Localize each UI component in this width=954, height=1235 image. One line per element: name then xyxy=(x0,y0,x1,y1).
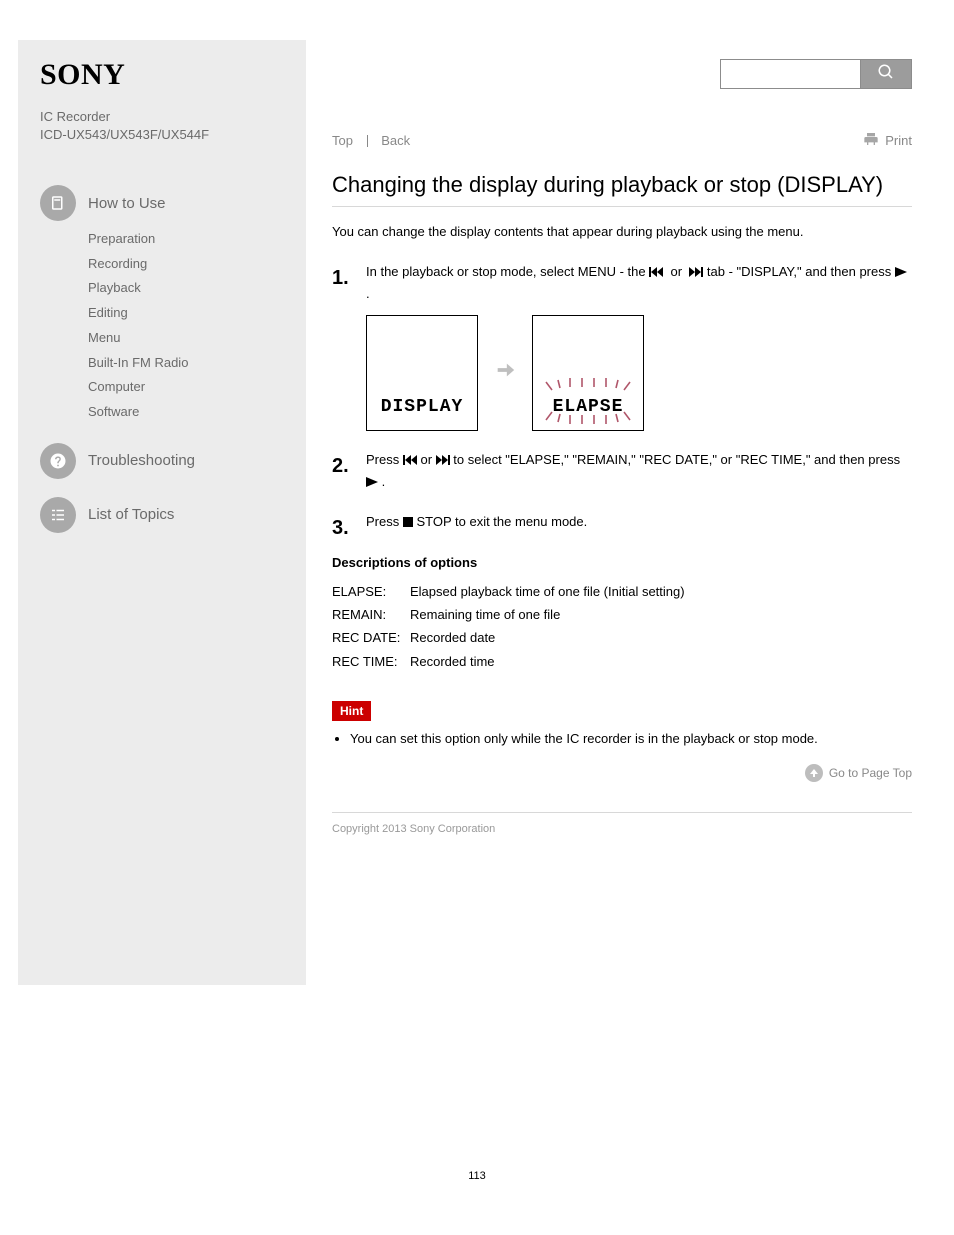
sidebar-item-recording[interactable]: Recording xyxy=(88,252,284,277)
stop-icon xyxy=(403,517,413,527)
list-icon xyxy=(40,497,76,533)
option-remain: REMAIN: Remaining time of one file xyxy=(332,603,912,626)
hint-label: Hint xyxy=(332,701,371,721)
display-box-1: DISPLAY xyxy=(366,315,478,431)
step-3-text-a: Press xyxy=(366,514,403,529)
step-1-text-c: . xyxy=(366,286,370,301)
link-back[interactable]: Back xyxy=(381,133,410,148)
question-icon xyxy=(40,443,76,479)
link-top[interactable]: Top xyxy=(332,133,353,148)
sidebar-troubleshooting-label: Troubleshooting xyxy=(88,452,195,469)
sidebar-section-howto: How to Use Preparation Recording Playbac… xyxy=(40,185,284,425)
descriptions-heading: Descriptions of options xyxy=(332,552,912,574)
option-recdate-desc: Recorded date xyxy=(410,626,495,649)
go-to-top[interactable]: Go to Page Top xyxy=(332,764,912,782)
copyright: Copyright 2013 Sony Corporation xyxy=(332,823,912,835)
search-button[interactable] xyxy=(860,59,912,89)
book-icon xyxy=(40,185,76,221)
step-2-text-a: Press xyxy=(366,452,403,467)
intro-text: You can change the display contents that… xyxy=(332,221,912,243)
prev-track-icon xyxy=(649,267,663,277)
step-2: Press or to select "ELAPSE," "REMAIN," "… xyxy=(332,449,912,493)
sidebar-troubleshooting[interactable]: Troubleshooting xyxy=(40,443,284,479)
next-track-icon xyxy=(436,455,450,465)
next-track-icon xyxy=(689,267,703,277)
sidebar-item-preparation[interactable]: Preparation xyxy=(88,227,284,252)
sidebar-howto-header[interactable]: How to Use xyxy=(40,185,284,221)
bottom-rule xyxy=(332,812,912,813)
product-models: ICD-UX543/UX543F/UX544F xyxy=(40,126,284,144)
sidebar-item-playback[interactable]: Playback xyxy=(88,276,284,301)
title-rule xyxy=(332,206,912,207)
product-subtitle: IC Recorder ICD-UX543/UX543F/UX544F xyxy=(40,108,284,143)
play-icon xyxy=(366,477,378,487)
option-recdate: REC DATE: Recorded date xyxy=(332,626,912,649)
option-remain-term: REMAIN: xyxy=(332,603,410,626)
sidebar-item-menu[interactable]: Menu xyxy=(88,326,284,351)
page-number: 113 xyxy=(0,1170,954,1182)
main-content: Top Back Print Changing the display duri… xyxy=(332,40,912,835)
step-2-text-d: . xyxy=(382,474,386,489)
option-rectime-term: REC TIME: xyxy=(332,650,410,673)
step-1: In the playback or stop mode, select MEN… xyxy=(332,261,912,431)
search-row xyxy=(332,59,912,89)
top-links: Top Back Print xyxy=(332,131,912,150)
display-illustration: DISPLAY xyxy=(366,315,912,431)
print-label: Print xyxy=(885,133,912,148)
option-recdate-term: REC DATE: xyxy=(332,626,410,649)
sidebar-item-fm-radio[interactable]: Built-In FM Radio xyxy=(88,351,284,376)
brand-logo: SONY xyxy=(40,58,284,92)
hint-item: You can set this option only while the I… xyxy=(350,729,912,750)
display-text: DISPLAY xyxy=(381,392,464,423)
option-remain-desc: Remaining time of one file xyxy=(410,603,560,626)
separator-icon xyxy=(367,135,368,147)
sidebar-item-computer[interactable]: Computer xyxy=(88,375,284,400)
product-name: IC Recorder xyxy=(40,109,110,124)
link-print[interactable]: Print xyxy=(863,131,912,150)
option-elapse-desc: Elapsed playback time of one file (Initi… xyxy=(410,580,685,603)
display-box-2: ELAPSE xyxy=(532,315,644,431)
option-elapse-term: ELAPSE: xyxy=(332,580,410,603)
option-rectime-desc: Recorded time xyxy=(410,650,495,673)
play-icon xyxy=(895,267,907,277)
step-1-text-b: tab - "DISPLAY," and then press xyxy=(707,264,895,279)
search-input[interactable] xyxy=(720,59,860,89)
option-elapse: ELAPSE: Elapsed playback time of one fil… xyxy=(332,580,912,603)
elapse-text: ELAPSE xyxy=(553,392,624,423)
option-rectime: REC TIME: Recorded time xyxy=(332,650,912,673)
sidebar: SONY IC Recorder ICD-UX543/UX543F/UX544F… xyxy=(18,40,306,985)
step-2-text-c: to select "ELAPSE," "REMAIN," "REC DATE,… xyxy=(453,452,900,467)
arrow-up-icon xyxy=(805,764,823,782)
search-icon xyxy=(877,63,895,86)
sidebar-contents[interactable]: List of Topics xyxy=(40,497,284,533)
sidebar-item-editing[interactable]: Editing xyxy=(88,301,284,326)
sidebar-section-troubleshooting: Troubleshooting xyxy=(40,443,284,479)
arrow-right-icon xyxy=(494,359,516,388)
step-3: Press STOP to exit the menu mode. xyxy=(332,511,912,533)
prev-track-icon xyxy=(403,455,417,465)
sidebar-howto-list: Preparation Recording Playback Editing M… xyxy=(88,227,284,425)
print-icon xyxy=(863,131,879,150)
step-2-text-b: or xyxy=(420,452,435,467)
steps-list: In the playback or stop mode, select MEN… xyxy=(332,261,912,533)
sidebar-item-software[interactable]: Software xyxy=(88,400,284,425)
sidebar-contents-label: List of Topics xyxy=(88,506,174,523)
options-list: ELAPSE: Elapsed playback time of one fil… xyxy=(332,580,912,674)
page-title: Changing the display during playback or … xyxy=(332,172,912,198)
step-1-text-a: In the playback or stop mode, select MEN… xyxy=(366,264,649,279)
go-to-top-label: Go to Page Top xyxy=(829,766,912,780)
step-3-text-b: STOP to exit the menu mode. xyxy=(416,514,587,529)
sidebar-howto-label: How to Use xyxy=(88,195,166,212)
sidebar-section-contents: List of Topics xyxy=(40,497,284,533)
hint-list: You can set this option only while the I… xyxy=(350,729,912,750)
